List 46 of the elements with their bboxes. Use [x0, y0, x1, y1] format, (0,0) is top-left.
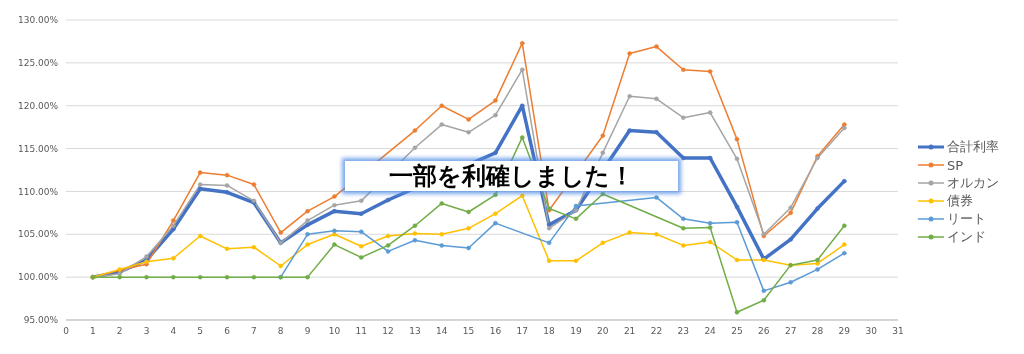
x-tick-label: 14	[436, 326, 448, 337]
y-tick-label: 125.00%	[17, 58, 59, 69]
x-tick-label: 29	[838, 326, 851, 337]
legend-label: 債券	[947, 192, 973, 210]
x-tick-label: 15	[462, 326, 475, 337]
y-tick-label: 110.00%	[17, 186, 59, 197]
x-tick-label: 10	[328, 326, 341, 337]
y-tick-label: 115.00%	[17, 143, 59, 154]
x-tick-label: 6	[224, 326, 231, 337]
legend-label: オルカン	[947, 174, 999, 192]
x-tick-label: 3	[143, 326, 150, 337]
x-tick-label: 30	[865, 326, 878, 337]
x-tick-label: 4	[170, 326, 177, 337]
x-tick-label: 20	[597, 326, 609, 337]
x-tick-label: 5	[197, 326, 204, 337]
y-tick-label: 105.00%	[17, 229, 59, 240]
x-tick-label: 27	[784, 326, 797, 337]
x-tick-label: 16	[489, 326, 502, 337]
x-tick-label: 13	[409, 326, 421, 337]
x-tick-label: 9	[304, 326, 311, 337]
x-tick-label: 22	[650, 326, 663, 337]
x-tick-label: 24	[704, 326, 717, 337]
y-tick-label: 95.00%	[23, 315, 59, 326]
legend-label: リート	[947, 210, 986, 228]
x-tick-label: 25	[731, 326, 743, 337]
legend-label: SP	[947, 157, 964, 173]
y-tick-label: 100.00%	[17, 272, 59, 283]
x-tick-label: 7	[251, 326, 257, 337]
y-tick-label: 120.00%	[17, 100, 59, 111]
x-tick-label: 26	[758, 326, 770, 337]
x-tick-label: 28	[811, 326, 824, 337]
x-tick-label: 19	[570, 326, 582, 337]
x-tick-label: 0	[63, 326, 70, 337]
x-tick-label: 1	[89, 326, 96, 337]
x-tick-label: 31	[892, 326, 904, 337]
legend-label: インド	[947, 228, 986, 246]
x-tick-label: 11	[355, 326, 367, 337]
x-tick-label: 18	[543, 326, 556, 337]
x-tick-label: 8	[277, 326, 284, 337]
legend-label: 合計利率	[947, 138, 999, 156]
y-tick-label: 130.00%	[17, 15, 59, 26]
x-tick-label: 23	[677, 326, 690, 337]
x-tick-label: 17	[516, 326, 528, 337]
x-tick-label: 2	[116, 326, 123, 337]
x-tick-label: 21	[623, 326, 636, 337]
x-tick-label: 12	[382, 326, 394, 337]
